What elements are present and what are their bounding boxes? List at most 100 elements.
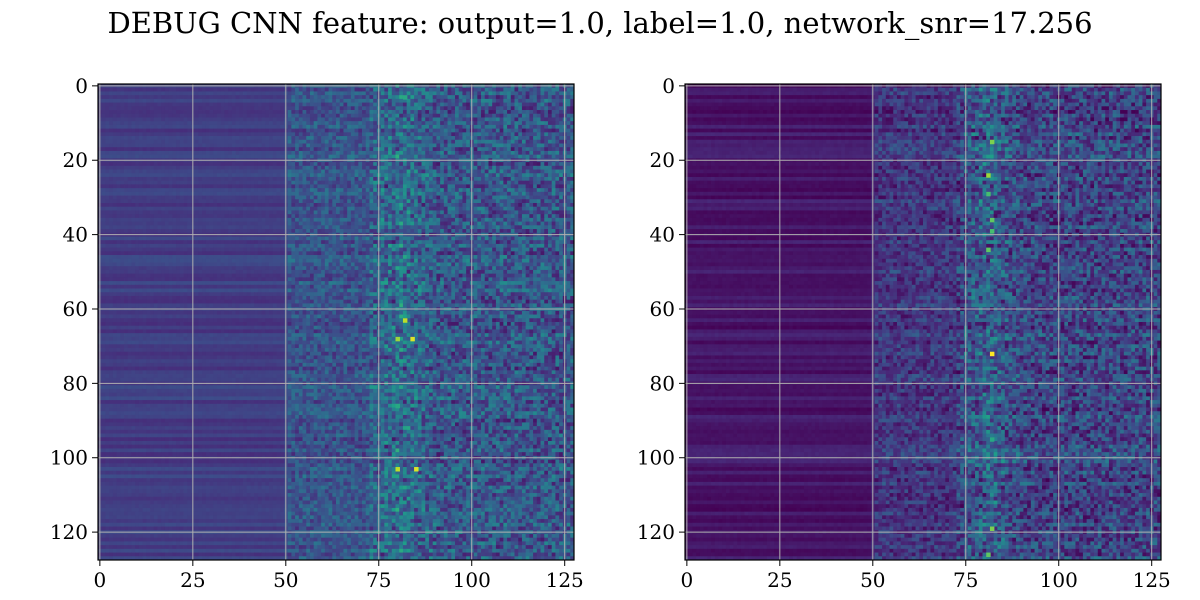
heatmap-cell [135,155,139,159]
heatmap-cell [474,110,478,114]
heatmap-cell [165,210,169,214]
heatmap-cell [314,210,318,214]
heatmap-cell [422,207,426,211]
heatmap-cell [347,188,351,192]
heatmap-cell [303,117,307,121]
heatmap-cell [485,162,489,166]
heatmap-cell [146,188,150,192]
heatmap-cell [169,162,173,166]
heatmap-cell [403,125,407,129]
heatmap-cell [515,95,519,99]
heatmap-cell [488,114,492,118]
heatmap-cell [232,110,236,114]
heatmap-cell [462,188,466,192]
heatmap-cell [310,199,314,203]
heatmap-cell [265,162,269,166]
heatmap-cell [176,121,180,125]
heatmap-cell [399,170,403,174]
heatmap-cell [210,91,214,95]
heatmap-cell [507,184,511,188]
heatmap-cell [343,162,347,166]
heatmap-cell [128,173,132,177]
heatmap-cell [451,91,455,95]
heatmap-cell [399,184,403,188]
heatmap-cell [451,207,455,211]
heatmap-cell [511,151,515,155]
heatmap-cell [381,95,385,99]
heatmap-cell [124,199,128,203]
heatmap-cell [396,199,400,203]
heatmap-cell [440,136,444,140]
heatmap-cell [105,129,109,133]
heatmap-cell [343,106,347,110]
heatmap-cell [466,136,470,140]
heatmap-cell [262,207,266,211]
heatmap-cell [184,173,188,177]
heatmap-cell [429,155,433,159]
heatmap-cell [448,196,452,200]
heatmap-cell [537,140,541,144]
heatmap-cell [269,162,273,166]
heatmap-cell [184,177,188,181]
heatmap-cell [332,88,336,92]
heatmap-cell [139,177,143,181]
heatmap-cell [362,196,366,200]
heatmap-cell [277,114,281,118]
heatmap-cell [321,203,325,207]
heatmap-cell [544,103,548,107]
heatmap-cell [232,91,236,95]
heatmap-cell [117,103,121,107]
heatmap-cell [105,181,109,185]
heatmap-cell [369,110,373,114]
heatmap-cell [444,173,448,177]
heatmap-cell [146,214,150,218]
heatmap-cell [243,170,247,174]
heatmap-cell [455,129,459,133]
heatmap-cell [336,210,340,214]
heatmap-cell [544,144,548,148]
heatmap-cell [113,99,117,103]
heatmap-cell [529,166,533,170]
heatmap-cell [440,162,444,166]
heatmap-cell [541,184,545,188]
heatmap-cell [541,110,545,114]
heatmap-cell [306,132,310,136]
heatmap-cell [295,170,299,174]
heatmap-cell [343,188,347,192]
heatmap-cell [515,117,519,121]
heatmap-cell [358,117,362,121]
heatmap-cell [239,207,243,211]
heatmap-cell [373,129,377,133]
heatmap-cell [139,203,143,207]
heatmap-cell [102,147,106,151]
heatmap-cell [425,177,429,181]
heatmap-cell [158,95,162,99]
heatmap-cell [414,140,418,144]
heatmap-cell [481,151,485,155]
heatmap-cell [169,166,173,170]
heatmap-cell [206,181,210,185]
heatmap-cell [221,173,225,177]
heatmap-cell [418,110,422,114]
heatmap-cell [529,151,533,155]
heatmap-cell [529,125,533,129]
heatmap-cell [102,129,106,133]
heatmap-cell [336,203,340,207]
heatmap-cell [343,155,347,159]
heatmap-cell [455,132,459,136]
heatmap-cell [492,99,496,103]
heatmap-cell [258,181,262,185]
heatmap-cell [154,214,158,218]
heatmap-cell [533,106,537,110]
heatmap-cell [448,132,452,136]
heatmap-cell [462,207,466,211]
heatmap-cell [124,214,128,218]
heatmap-cell [448,99,452,103]
heatmap-cell [291,132,295,136]
heatmap-cell [310,155,314,159]
heatmap-cell [555,207,559,211]
heatmap-cell [306,114,310,118]
heatmap-cell [187,99,191,103]
heatmap-cell [444,151,448,155]
heatmap-cell [325,192,329,196]
